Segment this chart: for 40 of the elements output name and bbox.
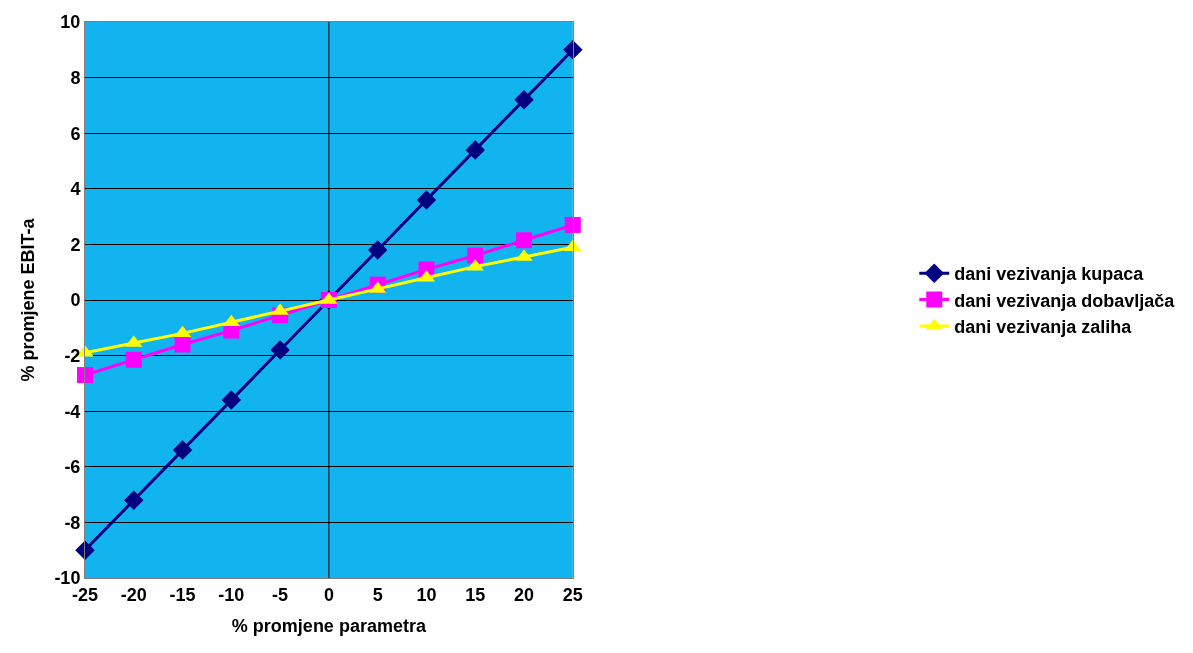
x-tick-label: -5 bbox=[272, 584, 289, 605]
y-tick-label: 4 bbox=[70, 179, 81, 200]
y-axis-title: % promjene EBIT-a bbox=[17, 217, 38, 382]
point bbox=[516, 232, 533, 249]
point bbox=[514, 90, 534, 110]
point bbox=[564, 216, 581, 233]
legend-label: dani vezivanja dobavljača bbox=[954, 290, 1176, 311]
point bbox=[77, 367, 93, 384]
point bbox=[124, 490, 144, 510]
x-tick-label: 5 bbox=[372, 584, 383, 605]
x-tick-label: -20 bbox=[120, 584, 147, 605]
legend-label: dani vezivanja kupaca bbox=[954, 264, 1145, 285]
y-tick-label: 0 bbox=[70, 290, 81, 311]
y-tick-label: 2 bbox=[70, 234, 81, 255]
point bbox=[367, 240, 388, 260]
point bbox=[174, 336, 191, 353]
x-tick-label: 10 bbox=[416, 584, 437, 605]
x-tick-label: 15 bbox=[465, 584, 486, 605]
x-tick-label: 20 bbox=[514, 584, 535, 605]
point bbox=[465, 140, 485, 160]
point bbox=[270, 340, 290, 360]
point bbox=[172, 440, 193, 460]
point bbox=[467, 247, 484, 264]
y-tick-label: -6 bbox=[64, 457, 81, 478]
x-axis-title: % promjene parametra bbox=[231, 615, 427, 636]
point bbox=[563, 40, 583, 60]
y-tick-label: -8 bbox=[64, 512, 81, 533]
point bbox=[125, 351, 142, 368]
y-tick-label: 10 bbox=[60, 12, 81, 33]
x-tick-label: 0 bbox=[323, 584, 334, 605]
y-tick-label: -4 bbox=[64, 401, 81, 422]
legend-label: dani vezivanja zaliha bbox=[954, 317, 1133, 338]
point bbox=[416, 190, 437, 210]
x-tick-label: 25 bbox=[562, 584, 583, 605]
x-tick-label: -15 bbox=[169, 584, 196, 605]
point bbox=[221, 390, 242, 410]
y-tick-label: 6 bbox=[70, 123, 81, 144]
y-tick-label: -2 bbox=[64, 345, 81, 366]
x-tick-label: -10 bbox=[218, 584, 245, 605]
y-tick-label: 8 bbox=[70, 67, 81, 88]
